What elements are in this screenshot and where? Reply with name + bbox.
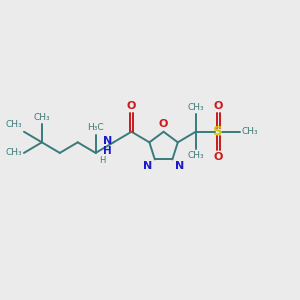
Text: CH₃: CH₃ bbox=[5, 120, 22, 129]
Text: O: O bbox=[127, 101, 136, 111]
Text: S: S bbox=[213, 125, 223, 138]
Text: CH₃: CH₃ bbox=[241, 127, 258, 136]
Text: O: O bbox=[214, 152, 223, 162]
Text: N: N bbox=[175, 161, 184, 171]
Text: H: H bbox=[99, 157, 106, 166]
Text: CH₃: CH₃ bbox=[34, 113, 50, 122]
Text: CH₃: CH₃ bbox=[188, 151, 204, 160]
Text: N: N bbox=[143, 161, 152, 171]
Text: CH₃: CH₃ bbox=[188, 103, 204, 112]
Text: O: O bbox=[159, 119, 168, 129]
Text: CH₃: CH₃ bbox=[5, 148, 22, 158]
Text: H: H bbox=[103, 146, 112, 156]
Text: N: N bbox=[103, 136, 112, 146]
Text: H₃C: H₃C bbox=[87, 123, 104, 132]
Text: O: O bbox=[214, 101, 223, 111]
